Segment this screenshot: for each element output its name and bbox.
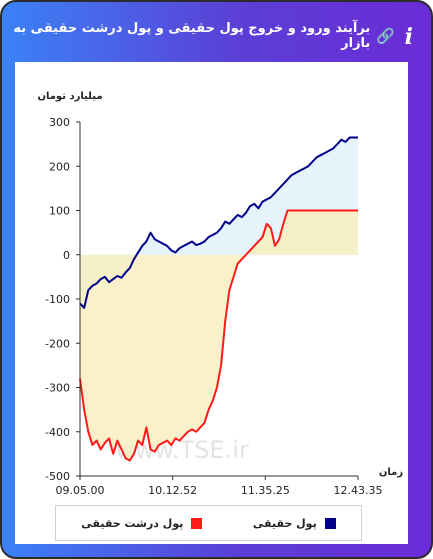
series-big-area <box>80 210 358 461</box>
legend-swatch-big <box>191 517 203 529</box>
x-axis-label: زمان <box>379 467 403 478</box>
legend-item-big[interactable]: پول درشت حقیقی <box>81 516 203 530</box>
y-tick-label: 300 <box>49 116 70 129</box>
x-tick-label: 12.43.35 <box>334 484 383 497</box>
y-tick-label: -400 <box>45 426 70 439</box>
x-tick-label: 11.35.25 <box>241 484 290 497</box>
legend-item-real[interactable]: پول حقیقی <box>253 517 336 530</box>
y-tick-label: 0 <box>63 249 70 262</box>
series-big-line <box>79 209 358 462</box>
y-axis-label: میلیارد تومان <box>37 91 102 102</box>
y-tick-label: -200 <box>45 337 70 350</box>
legend-swatch-real <box>324 517 336 529</box>
y-tick-label: 200 <box>49 160 70 173</box>
chart-title: برآیند ورود و خروج پول حقیقی و پول درشت … <box>13 21 371 51</box>
y-tick-label: -500 <box>45 470 70 483</box>
x-tick-label: 09.05.00 <box>56 484 105 497</box>
y-tick-label: -100 <box>45 293 70 306</box>
legend-label-big: پول درشت حقیقی <box>81 516 184 530</box>
series-real-line <box>79 136 358 309</box>
x-tick-label: 10.12.52 <box>148 484 197 497</box>
link-icon[interactable]: 🔗 <box>376 27 395 45</box>
info-icon[interactable]: i <box>404 24 413 50</box>
chart-legend: پول حقیقی پول درشت حقیقی <box>55 505 362 541</box>
legend-label-real: پول حقیقی <box>252 516 317 530</box>
y-tick-label: -300 <box>45 382 70 395</box>
series-real-area <box>80 137 358 308</box>
y-tick-label: 100 <box>49 205 70 218</box>
card-header: 🔗 برآیند ورود و خروج پول حقیقی و پول درش… <box>2 2 431 70</box>
